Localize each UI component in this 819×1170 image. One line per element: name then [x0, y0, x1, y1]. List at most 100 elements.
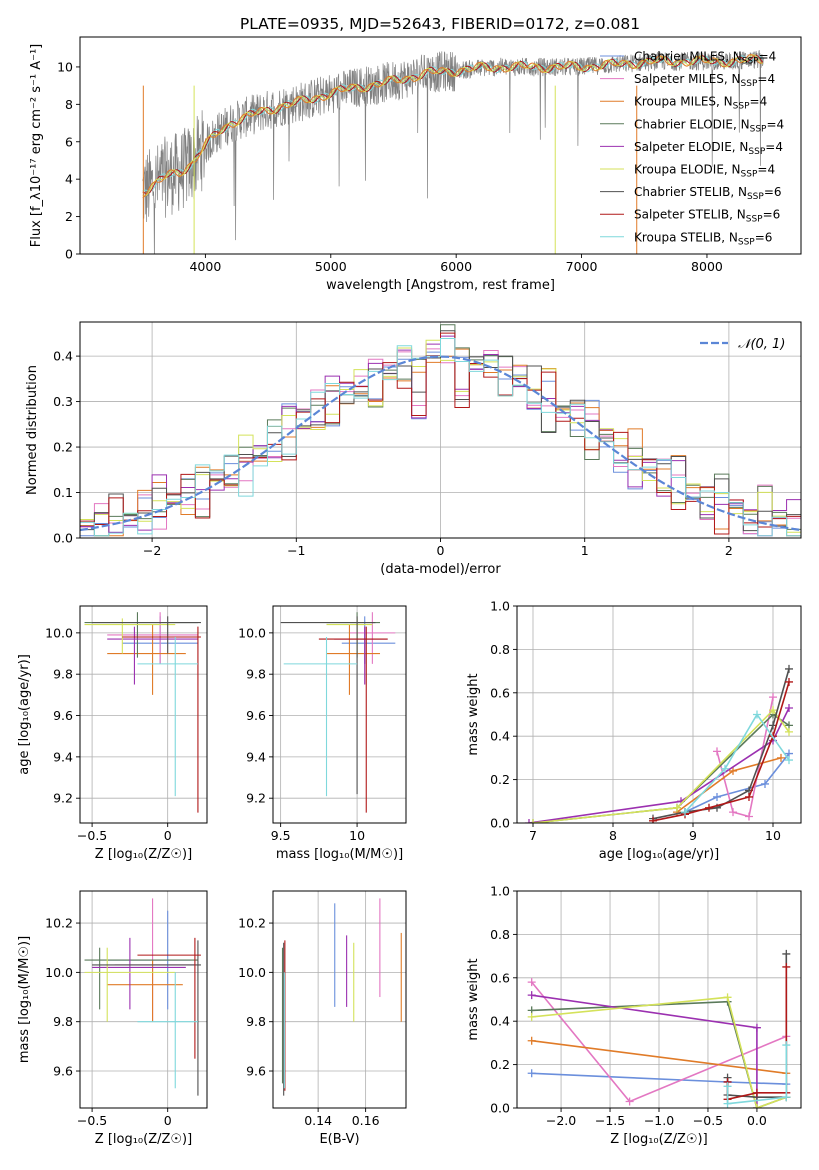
x-tick-label: 0.0 [747, 1113, 767, 1128]
massweight-vs-metallicity-panel: −2.0 −1.5 −1.0 −0.5 0.0 0.0 0.2 0.4 0.6 0.8 1.0 Z [… [466, 884, 802, 1147]
x-tick-label: 2 [725, 543, 733, 558]
age-vs-metallicity-panel: −0.5 0 9.2 9.4 9.6 9.8 10.0 Z [log₁₀(Z/Z☉)] age … [17, 605, 208, 862]
y-tick-label: 0 [65, 247, 73, 262]
x-axis-label: E(B-V) [319, 1132, 359, 1147]
y-tick-label: 0.3 [53, 394, 73, 409]
marker-salpeter-elodie [525, 819, 533, 823]
mass-vs-ebv-panel: 0.14 0.16 9.6 9.8 10.0 10.2 E(B-V) [238, 890, 407, 1147]
axes-frame [79, 890, 208, 1109]
x-tick-label: 4000 [189, 259, 221, 274]
x-tick-label: 10 [765, 828, 781, 843]
legend-label-gaussian: 𝒩(0, 1) [738, 337, 785, 352]
x-tick-label: 9 [689, 828, 697, 843]
x-tick-label: 8000 [691, 259, 723, 274]
y-tick-label: 0.6 [490, 685, 510, 700]
legend-sub: SSP [746, 215, 763, 225]
y-tick-label: 4 [65, 172, 73, 187]
marker-salpeter-stelib [782, 962, 791, 971]
plot-area [525, 664, 793, 823]
legend-sub: SSP [741, 170, 758, 180]
x-tick-label: −0.5 [77, 1113, 107, 1128]
y-axis-label: age [log₁₀(age/yr)] [17, 654, 32, 775]
marker-kroupa-elodie [529, 819, 537, 823]
plot-area [80, 324, 801, 538]
marker-kroupa-miles [729, 766, 737, 775]
axes-frame [272, 890, 407, 1109]
x-tick-label: −2.0 [546, 1113, 576, 1128]
x-tick-label: −2 [143, 543, 161, 558]
x-axis-label: Z [log₁₀(Z/Z☉)] [95, 1132, 192, 1147]
y-tick-label: 9.8 [246, 1014, 266, 1029]
legend-rest: =6 [764, 185, 782, 199]
legend-label-salpeter-stelib: Salpeter STELIB, NSSP=6 [634, 208, 780, 225]
y-tick-label: 0.4 [490, 1014, 510, 1029]
legend-sub: SSP [741, 79, 758, 89]
mass-vs-metallicity-panel: −0.5 0 9.6 9.8 10.0 10.2 Z [log₁₀(Z/Z☉)] mass [… [17, 890, 208, 1147]
series-line-kroupa-elodie [532, 708, 790, 823]
y-tick-label: 9.6 [246, 708, 266, 723]
marker-kroupa-stelib [782, 1093, 791, 1102]
x-tick-label: 5000 [315, 259, 347, 274]
y-axis-label: Flux [f_λ10⁻¹⁷ erg cm⁻² s⁻¹ A⁻¹] [29, 44, 44, 248]
plot-area [142, 50, 764, 254]
legend-sub: SSP [742, 57, 759, 67]
marker-salpeter-miles [745, 812, 753, 821]
x-tick-label: 0 [164, 828, 172, 843]
marker-salpeter-stelib [705, 803, 713, 812]
legend-rest: =4 [757, 72, 775, 86]
series-line-kroupa-elodie [531, 996, 787, 1108]
legend-label-kroupa-elodie: Kroupa ELODIE, NSSP=4 [634, 163, 775, 180]
y-axis-label: mass [log₁₀(M/M☉)] [17, 936, 32, 1063]
marker-kroupa-elodie [673, 803, 681, 812]
legend-label-chabrier-stelib: Chabrier STELIB, NSSP=6 [634, 185, 782, 202]
marker-kroupa-stelib [753, 710, 761, 719]
marker-kroupa-elodie [769, 706, 777, 715]
marker-chabrier-stelib [782, 949, 791, 958]
marker-salpeter-miles [713, 747, 721, 756]
x-tick-label: 6000 [440, 259, 472, 274]
y-tick-label: 0.8 [490, 927, 510, 942]
marker-salpeter-stelib [785, 677, 793, 686]
marker-kroupa-stelib [782, 1041, 791, 1050]
legend-rest: =4 [766, 117, 784, 131]
marker-salpeter-miles [729, 808, 737, 817]
marker-kroupa-elodie [723, 993, 732, 1002]
x-tick-label: 7000 [566, 259, 598, 274]
series-line-salpeter-elodie [531, 994, 758, 1108]
gaussian-curve [80, 355, 801, 532]
observed-spectrum-line [142, 50, 764, 254]
marker-chabrier-stelib [785, 664, 793, 673]
y-tick-label: 0.0 [490, 1101, 510, 1116]
legend-label-chabrier-miles: Chabrier MILES, NSSP=4 [634, 50, 776, 67]
model-spectrum-kroupa-miles [142, 53, 763, 199]
marker-kroupa-stelib [723, 1099, 732, 1108]
y-tick-label: 10.0 [238, 965, 266, 980]
x-tick-label: 0.16 [352, 1113, 380, 1128]
legend-label-salpeter-elodie: Salpeter ELODIE, NSSP=4 [634, 140, 783, 157]
x-axis-label: age [log₁₀(age/yr)] [599, 847, 720, 862]
marker-kroupa-stelib [681, 808, 689, 817]
spectrum-legend: Chabrier MILES, NSSP=4 Salpeter MILES, NS… [600, 50, 784, 247]
series-line-salpeter-stelib [652, 681, 790, 822]
y-tick-label: 9.8 [53, 667, 73, 682]
y-tick-label: 10.0 [45, 625, 73, 640]
marker-kroupa-miles [777, 753, 785, 762]
legend-label-chabrier-elodie: Chabrier ELODIE, NSSP=4 [634, 117, 784, 134]
marker-kroupa-stelib [785, 756, 793, 765]
series-line-chabrier-miles [684, 753, 790, 813]
y-tick-label: 0.2 [490, 1057, 510, 1072]
marker-salpeter-miles [625, 1097, 634, 1106]
marker-salpeter-miles [527, 978, 536, 987]
massweight-vs-age-panel: 7 8 9 10 0.0 0.2 0.4 0.6 0.8 1.0 age [log₁₀(age/yr… [466, 599, 802, 862]
y-tick-label: 9.6 [53, 1064, 73, 1079]
x-tick-label: −1.5 [595, 1113, 625, 1128]
legend-sub: SSP [738, 237, 755, 247]
marker-kroupa-elodie [785, 727, 793, 736]
y-tick-label: 10.2 [238, 916, 266, 931]
legend-rest: =4 [759, 50, 777, 64]
residuals-panel: −2 −1 0 1 2 0.0 0.1 0.2 0.3 0.4 (data-model)/error… [25, 321, 802, 577]
x-axis-label: (data-model)/error [380, 562, 501, 577]
x-tick-label: 1 [581, 543, 589, 558]
model-spectrum-kroupa-stelib [142, 55, 763, 192]
